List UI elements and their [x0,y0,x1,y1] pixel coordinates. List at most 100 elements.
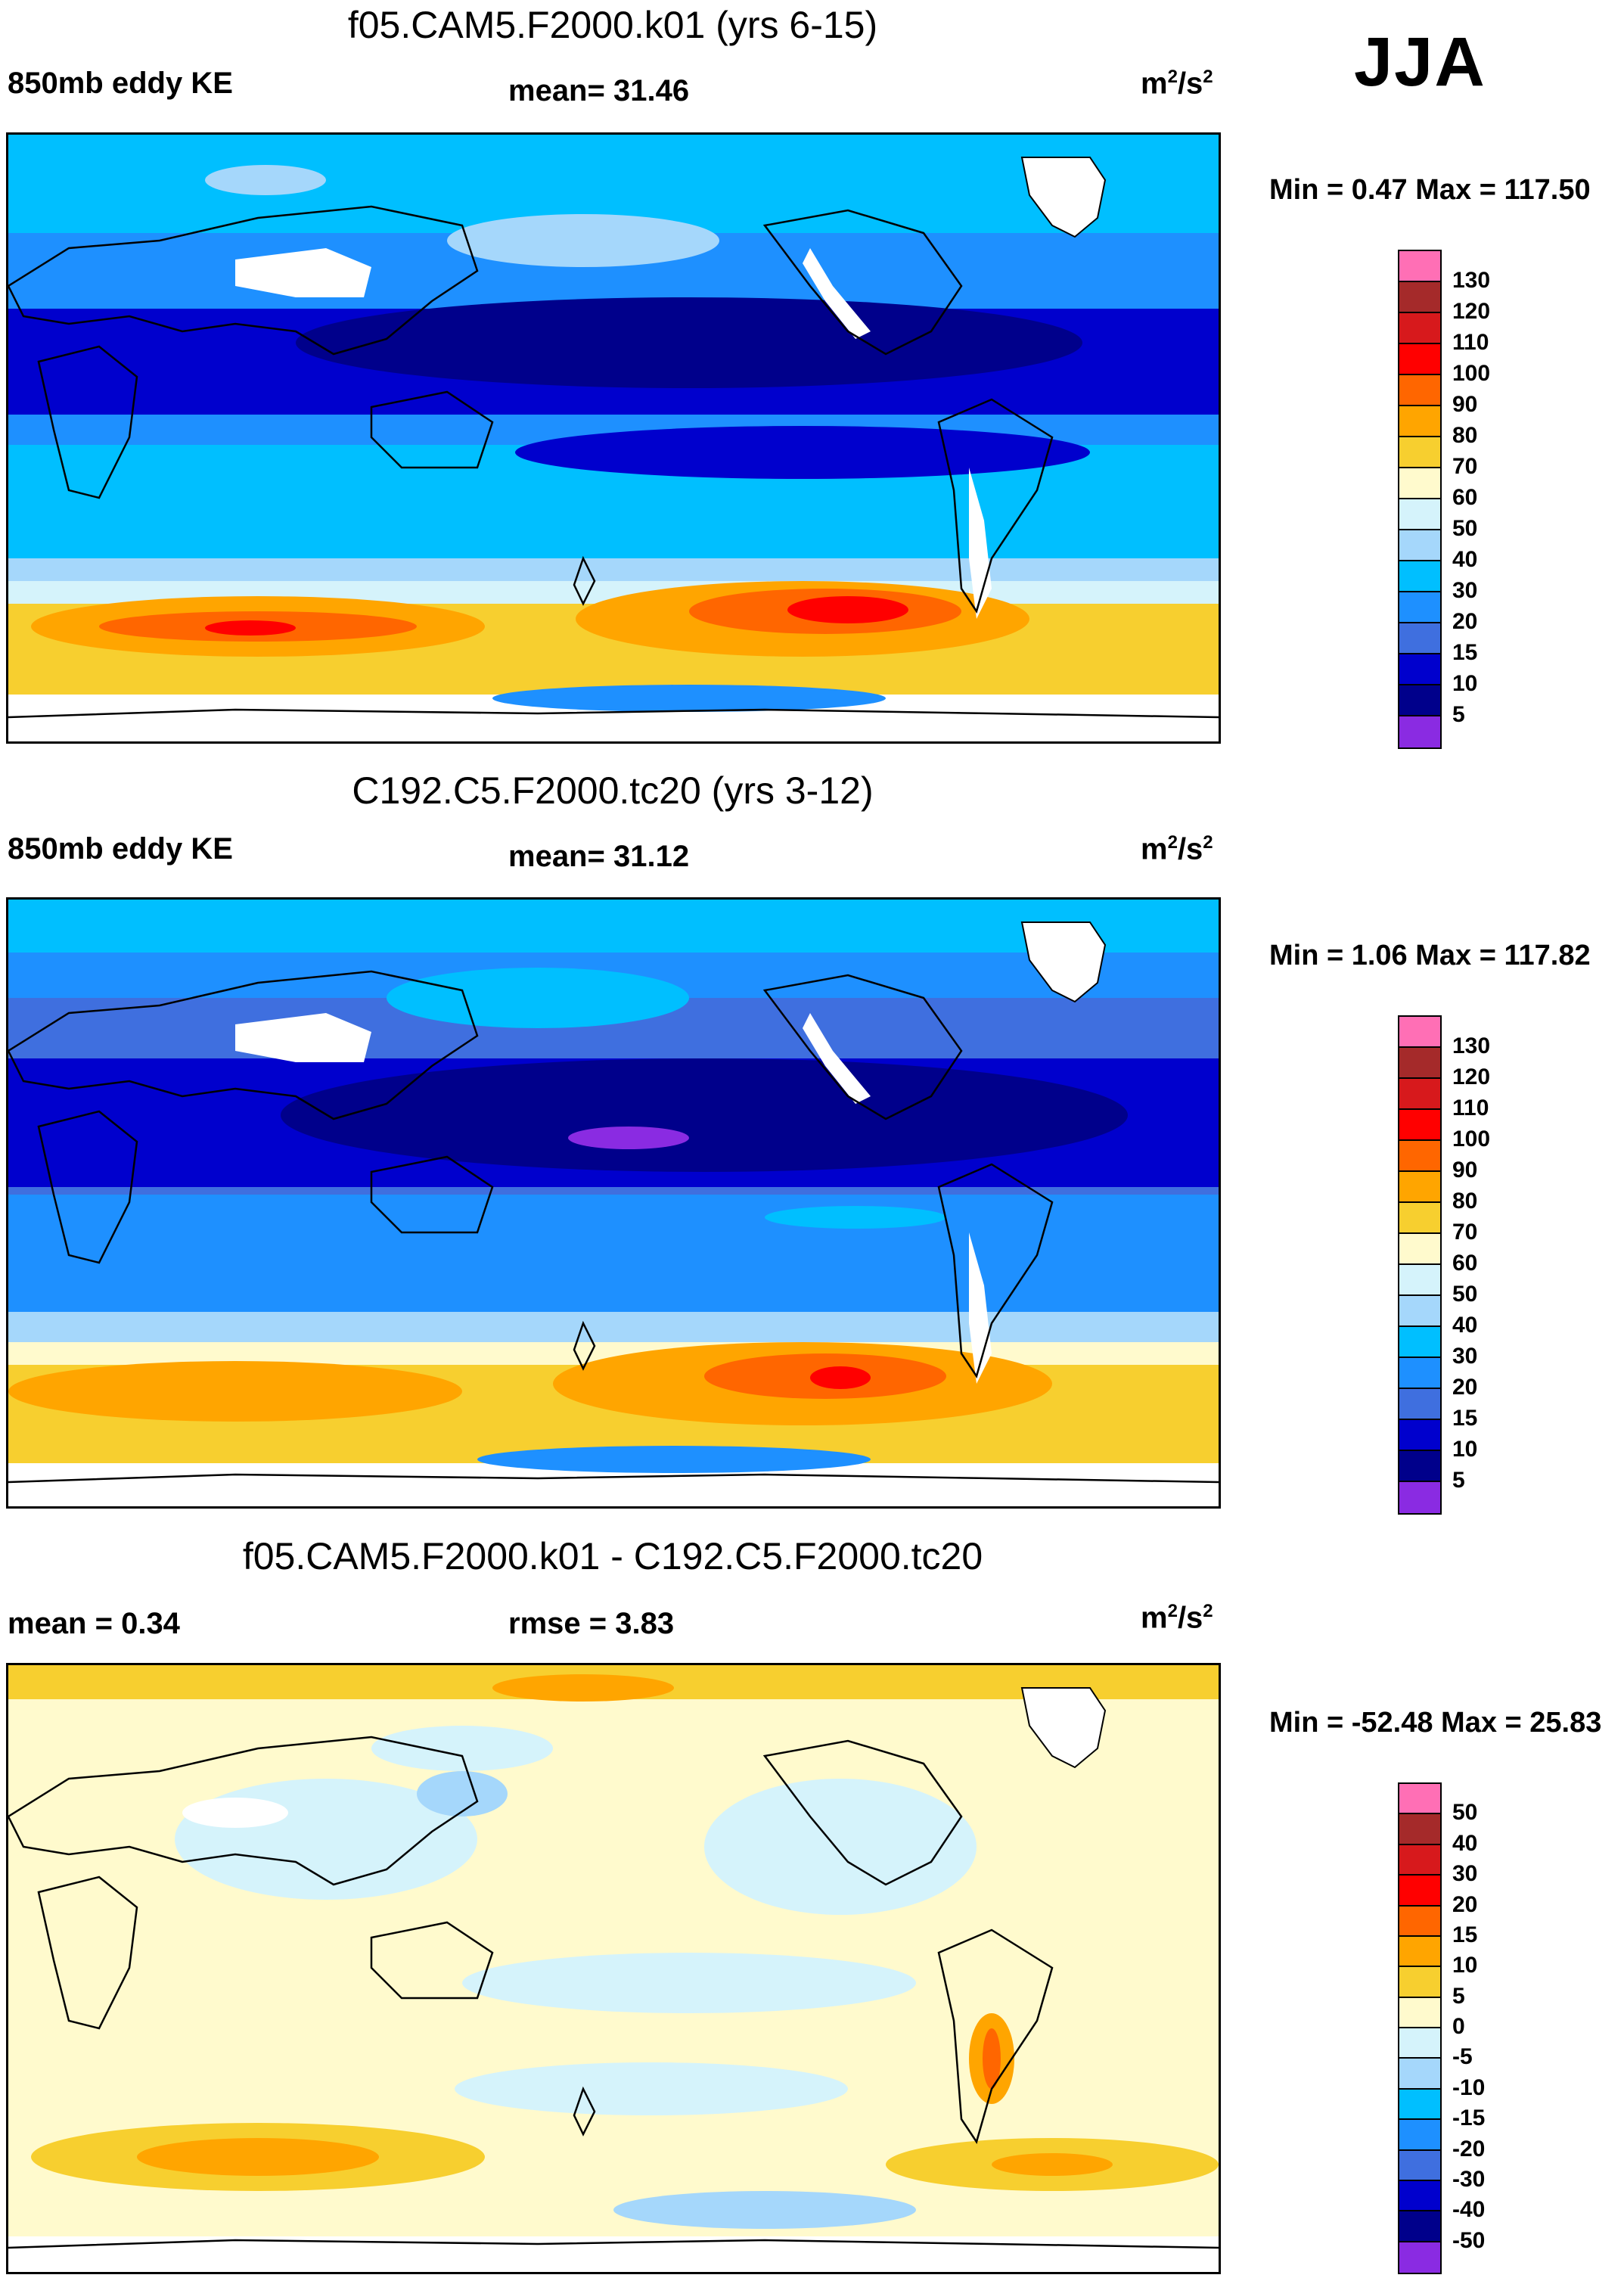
colorbar-swatch [1399,1017,1440,1048]
colorbar-swatch [1399,406,1440,437]
panel-2-variable-label: 850mb eddy KE [8,832,233,866]
colorbar-swatch [1399,1389,1440,1420]
colorbar-swatch [1399,530,1440,561]
panel-3-field [8,1665,1219,2272]
colorbar-swatch [1399,1110,1440,1141]
colorbar-label: 60 [1452,1251,1478,1276]
colorbar-label: 30 [1452,578,1478,603]
colorbar-label: -30 [1452,2166,1486,2192]
colorbar-swatch [1399,1141,1440,1172]
colorbar-label: 110 [1452,330,1489,355]
colorbar-label: 40 [1452,1830,1478,1856]
colorbar-label: 130 [1452,268,1491,293]
colorbar-swatch [1399,1234,1440,1265]
colorbar-swatch [1399,437,1440,468]
colorbar-label: 20 [1452,1375,1478,1400]
panel-1-mean-label: mean= 31.46 [508,74,690,107]
panel-3-colorbar [1398,1782,1442,2274]
panel-2-colorbar [1398,1015,1442,1515]
colorbar-label: -50 [1452,2227,1486,2253]
colorbar-label: 5 [1452,702,1465,727]
colorbar-swatch [1399,468,1440,499]
panel-3-minmax: Min = -52.48 Max = 25.83 [1269,1707,1602,1739]
colorbar-label: 120 [1452,1064,1491,1089]
colorbar-swatch [1399,623,1440,654]
panel-2-colorbar-labels: 130 120 110 100 90 80 70 60 50 40 30 20 15 10 5 [1452,1015,1573,1515]
panel-2-units: m2/s2 [1141,832,1213,866]
colorbar-label: -5 [1452,2044,1473,2070]
colorbar-swatch [1399,1876,1440,1907]
colorbar-swatch [1399,592,1440,623]
colorbar-swatch [1399,1482,1440,1513]
colorbar-swatch [1399,499,1440,530]
colorbar-swatch [1399,1967,1440,1998]
colorbar-label: 120 [1452,299,1491,324]
colorbar-label: 110 [1452,1095,1489,1120]
panel-1-variable-label: 850mb eddy KE [8,67,233,100]
colorbar-swatch [1399,2120,1440,2151]
panel-1-colorbar [1398,250,1442,749]
colorbar-label: -10 [1452,2074,1486,2100]
colorbar-swatch [1399,1265,1440,1296]
panel-3-title: f05.CAM5.F2000.k01 - C192.C5.F2000.tc20 [242,1535,983,1577]
colorbar-swatch [1399,716,1440,747]
colorbar-swatch [1399,1079,1440,1110]
colorbar-swatch [1399,2028,1440,2059]
panel-2-field [8,900,1219,1506]
colorbar-swatch [1399,2180,1440,2212]
colorbar-swatch [1399,1203,1440,1234]
colorbar-swatch [1399,1844,1440,1876]
colorbar-label: 20 [1452,1891,1478,1917]
colorbar-swatch [1399,2089,1440,2121]
colorbar-label: 5 [1452,1468,1465,1493]
colorbar-swatch [1399,561,1440,592]
colorbar-swatch [1399,1936,1440,1968]
panel-1-units: m2/s2 [1141,67,1213,101]
colorbar-swatch [1399,1784,1440,1815]
colorbar-swatch [1399,344,1440,375]
colorbar-label: 40 [1452,547,1478,572]
colorbar-label: 60 [1452,485,1478,510]
panel-1-minmax: Min = 0.47 Max = 117.50 [1269,174,1591,206]
colorbar-label: 70 [1452,454,1478,479]
panel-1-map [6,132,1221,744]
colorbar-label: 15 [1452,640,1478,665]
panel-3-mean-label: mean = 0.34 [8,1607,180,1640]
panel-3-map [6,1663,1221,2274]
panel-2-mean-label: mean= 31.12 [508,840,690,873]
colorbar-label: 100 [1452,361,1491,386]
colorbar-swatch [1399,654,1440,685]
colorbar-label: 90 [1452,392,1478,417]
colorbar-label: 10 [1452,1953,1478,1978]
colorbar-label: 15 [1452,1922,1478,1947]
colorbar-swatch [1399,251,1440,282]
colorbar-swatch [1399,1048,1440,1079]
colorbar-swatch [1399,1172,1440,1203]
colorbar-swatch [1399,1358,1440,1389]
colorbar-label: 70 [1452,1220,1478,1245]
panel-2-minmax: Min = 1.06 Max = 117.82 [1269,940,1591,971]
colorbar-label: -15 [1452,2106,1486,2131]
colorbar-swatch [1399,685,1440,716]
colorbar-swatch [1399,282,1440,313]
colorbar-label: -40 [1452,2197,1486,2223]
colorbar-label: 100 [1452,1127,1491,1151]
colorbar-label: 80 [1452,423,1478,448]
colorbar-label: 90 [1452,1158,1478,1183]
colorbar-label: 50 [1452,516,1478,541]
colorbar-label: 40 [1452,1313,1478,1338]
colorbar-label: -20 [1452,2136,1486,2161]
colorbar-swatch [1399,1296,1440,1327]
colorbar-label: 50 [1452,1800,1478,1826]
colorbar-swatch [1399,1327,1440,1358]
colorbar-label: 30 [1452,1344,1478,1369]
panel-2-title: C192.C5.F2000.tc20 (yrs 3-12) [352,769,874,812]
colorbar-swatch [1399,1906,1440,1937]
panel-2-map [6,897,1221,1509]
colorbar-label: 10 [1452,671,1478,696]
colorbar-label: 130 [1452,1033,1491,1058]
colorbar-swatch [1399,1997,1440,2028]
colorbar-swatch [1399,1420,1440,1451]
panel-1-title: f05.CAM5.F2000.k01 (yrs 6-15) [347,4,878,46]
panel-1-colorbar-labels: 130 120 110 100 90 80 70 60 50 40 30 20 15 10 5 [1452,250,1573,749]
